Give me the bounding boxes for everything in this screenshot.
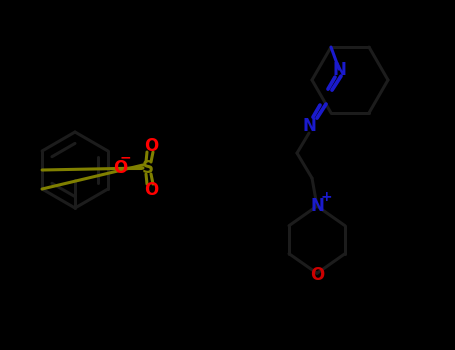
Text: N: N: [332, 61, 346, 79]
Text: N: N: [310, 197, 324, 215]
Text: O: O: [113, 159, 127, 177]
Text: −: −: [119, 150, 131, 164]
Text: O: O: [144, 137, 158, 155]
Text: O: O: [310, 266, 324, 284]
Text: O: O: [144, 181, 158, 199]
Text: S: S: [142, 159, 154, 177]
Text: N: N: [302, 117, 316, 135]
Text: +: +: [320, 190, 332, 204]
